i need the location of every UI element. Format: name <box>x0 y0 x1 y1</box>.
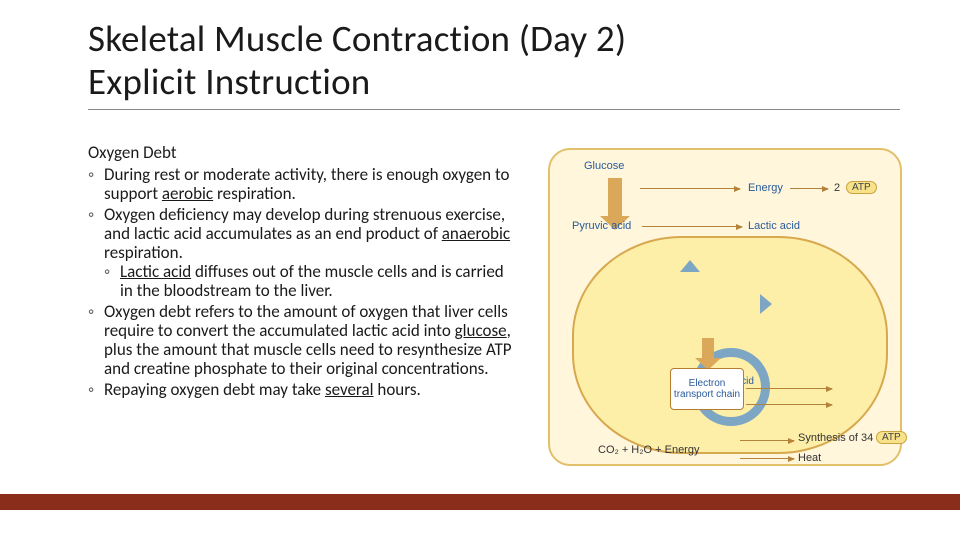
down-arrow-icon <box>702 338 714 360</box>
slide-title: Skeletal Muscle Contraction (Day 2) Expl… <box>88 18 900 110</box>
respiration-diagram: Glucose Energy 2 ATP Pyruvic acid Lactic… <box>540 140 910 475</box>
title-line-2: Explicit Instruction <box>88 59 370 104</box>
arrow-icon <box>740 440 794 441</box>
label-glucose: Glucose <box>584 160 624 172</box>
arrow-icon <box>640 188 740 189</box>
section-heading: Oxygen Debt <box>88 142 518 163</box>
label-pyruvic: Pyruvic acid <box>572 220 631 232</box>
list-item: Lactic acid diffuses out of the muscle c… <box>104 262 518 300</box>
mitochondrion-shape: Citric acid cycle Electron transport cha… <box>572 236 888 454</box>
title-line-1: Skeletal Muscle Contraction (Day 2) <box>88 16 626 61</box>
arrow-icon <box>790 188 828 189</box>
atp-pill-icon: ATP <box>846 181 877 194</box>
label-energy: Energy <box>748 182 783 194</box>
arrow-icon <box>746 404 832 405</box>
body-text: Oxygen Debt During rest or moderate acti… <box>88 142 518 401</box>
list-item: Oxygen debt refers to the amount of oxyg… <box>88 302 518 378</box>
label-synth34: Synthesis of 34 <box>798 432 873 444</box>
cycle-arrowhead-icon <box>760 294 772 314</box>
arrow-icon <box>746 388 832 389</box>
atp-pill-icon: ATP <box>876 431 907 444</box>
list-item: Repaying oxygen debt may take several ho… <box>88 380 518 399</box>
arrow-icon <box>642 226 742 227</box>
bullet-list: During rest or moderate activity, there … <box>88 165 518 399</box>
label-lactic: Lactic acid <box>748 220 800 232</box>
glycolysis-arrow-icon <box>608 178 622 218</box>
footer-band <box>0 494 960 510</box>
etc-box: Electron transport chain <box>670 368 744 410</box>
list-item: During rest or moderate activity, there … <box>88 165 518 203</box>
label-heat: Heat <box>798 452 821 464</box>
label-qty2: 2 <box>834 182 840 194</box>
list-item: Oxygen deficiency may develop during str… <box>88 205 518 300</box>
cycle-arrowhead-icon <box>680 260 700 272</box>
label-co2h2o: CO₂ + H₂O + Energy <box>598 444 699 456</box>
cytoplasm-shape: Glucose Energy 2 ATP Pyruvic acid Lactic… <box>548 148 902 466</box>
arrow-icon <box>740 458 794 459</box>
